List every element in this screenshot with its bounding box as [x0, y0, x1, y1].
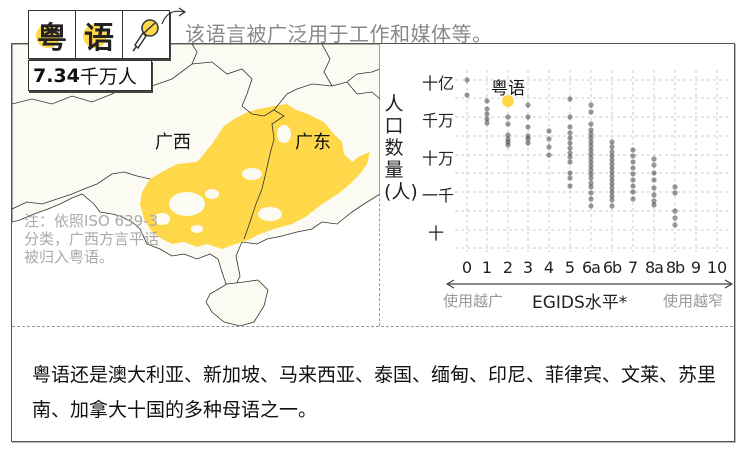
- highlight-label: 粤语: [491, 79, 525, 99]
- x-tick: 8b: [665, 258, 685, 277]
- highlight-blob: [83, 24, 107, 48]
- province-border: [12, 171, 151, 210]
- title-cell: 粤: [29, 11, 76, 58]
- y-tick: 千万: [421, 111, 454, 130]
- x-tick: 9: [690, 258, 702, 277]
- x-tick: 10: [706, 258, 728, 277]
- title-char: 粤: [37, 20, 67, 56]
- title-cell-icon: [123, 11, 169, 58]
- title-box: 粤 语: [28, 10, 170, 59]
- population-number: 7.34: [33, 64, 80, 87]
- x-tick: 1: [481, 258, 493, 277]
- y-tick: 十万: [421, 149, 454, 168]
- y-tick: 十亿: [421, 74, 454, 93]
- x-tick: 6a: [582, 258, 601, 277]
- population-box: 7.34 千万人: [28, 60, 152, 91]
- province-border: [346, 81, 380, 100]
- map-svg: [12, 44, 380, 326]
- footer-text: 粤语还是澳大利亚、新加坡、马来西亚、泰国、缅甸、印尼、菲律宾、文莱、苏里南、加拿…: [32, 364, 717, 421]
- x-axis-arrow: [445, 279, 734, 289]
- cantonese-highlight-point: [502, 95, 514, 107]
- data-points: [464, 77, 678, 228]
- x-axis-right-label: 使用越窄: [663, 292, 724, 310]
- note-line: 被归入粤语。: [24, 248, 115, 266]
- map-hole: [154, 213, 170, 225]
- x-tick: 5: [564, 258, 576, 277]
- x-axis-left-label: 使用越广: [443, 292, 504, 310]
- map-hole: [169, 192, 205, 216]
- map-panel: [12, 44, 380, 326]
- note-line: 分类，广西方言平话: [24, 230, 160, 248]
- province-label-guangxi: 广西: [155, 132, 191, 153]
- map-hole: [242, 168, 262, 180]
- x-tick: 4: [543, 258, 555, 277]
- map-hole: [258, 207, 282, 221]
- y-tick: 十: [427, 224, 444, 243]
- province-border: [191, 44, 198, 65]
- highlight-blob: [36, 24, 60, 48]
- map-hole: [205, 189, 219, 199]
- x-tick: 6b: [602, 258, 622, 277]
- x-tick: 0: [461, 258, 473, 277]
- x-tick: 7: [627, 258, 639, 277]
- x-tick: 2: [502, 258, 514, 277]
- y-axis-label-text: 人口数量(人): [384, 93, 418, 203]
- map-hole: [277, 125, 291, 143]
- title-char: 语: [84, 20, 114, 56]
- province-border: [12, 61, 285, 240]
- panel-divider-horizontal: [12, 326, 733, 327]
- y-axis-label: 人口数量(人): [384, 93, 418, 203]
- note-line: 注：依照ISO 639-3: [24, 212, 159, 230]
- subtitle: 该语言被广泛用于工作和媒体等。: [185, 22, 493, 46]
- title-cell: 语: [76, 11, 123, 58]
- y-tick: 一千: [421, 186, 454, 205]
- province-label-guangdong: 广东: [295, 132, 331, 153]
- map-hole: [191, 225, 203, 233]
- chart-grid: [455, 70, 730, 252]
- microphone-icon: [132, 18, 159, 51]
- population-unit: 千万人: [79, 66, 137, 88]
- x-axis-label: EGIDS水平*: [532, 293, 628, 313]
- x-tick: 8a: [645, 258, 664, 277]
- map-note: 注：依照ISO 639-3 分类，广西方言平话 被归入粤语。: [24, 212, 214, 266]
- province-border: [321, 44, 333, 87]
- panel-divider-vertical: [379, 44, 380, 326]
- arrow-icon: [161, 7, 187, 25]
- hainan-island: [205, 279, 269, 326]
- x-tick: 3: [522, 258, 534, 277]
